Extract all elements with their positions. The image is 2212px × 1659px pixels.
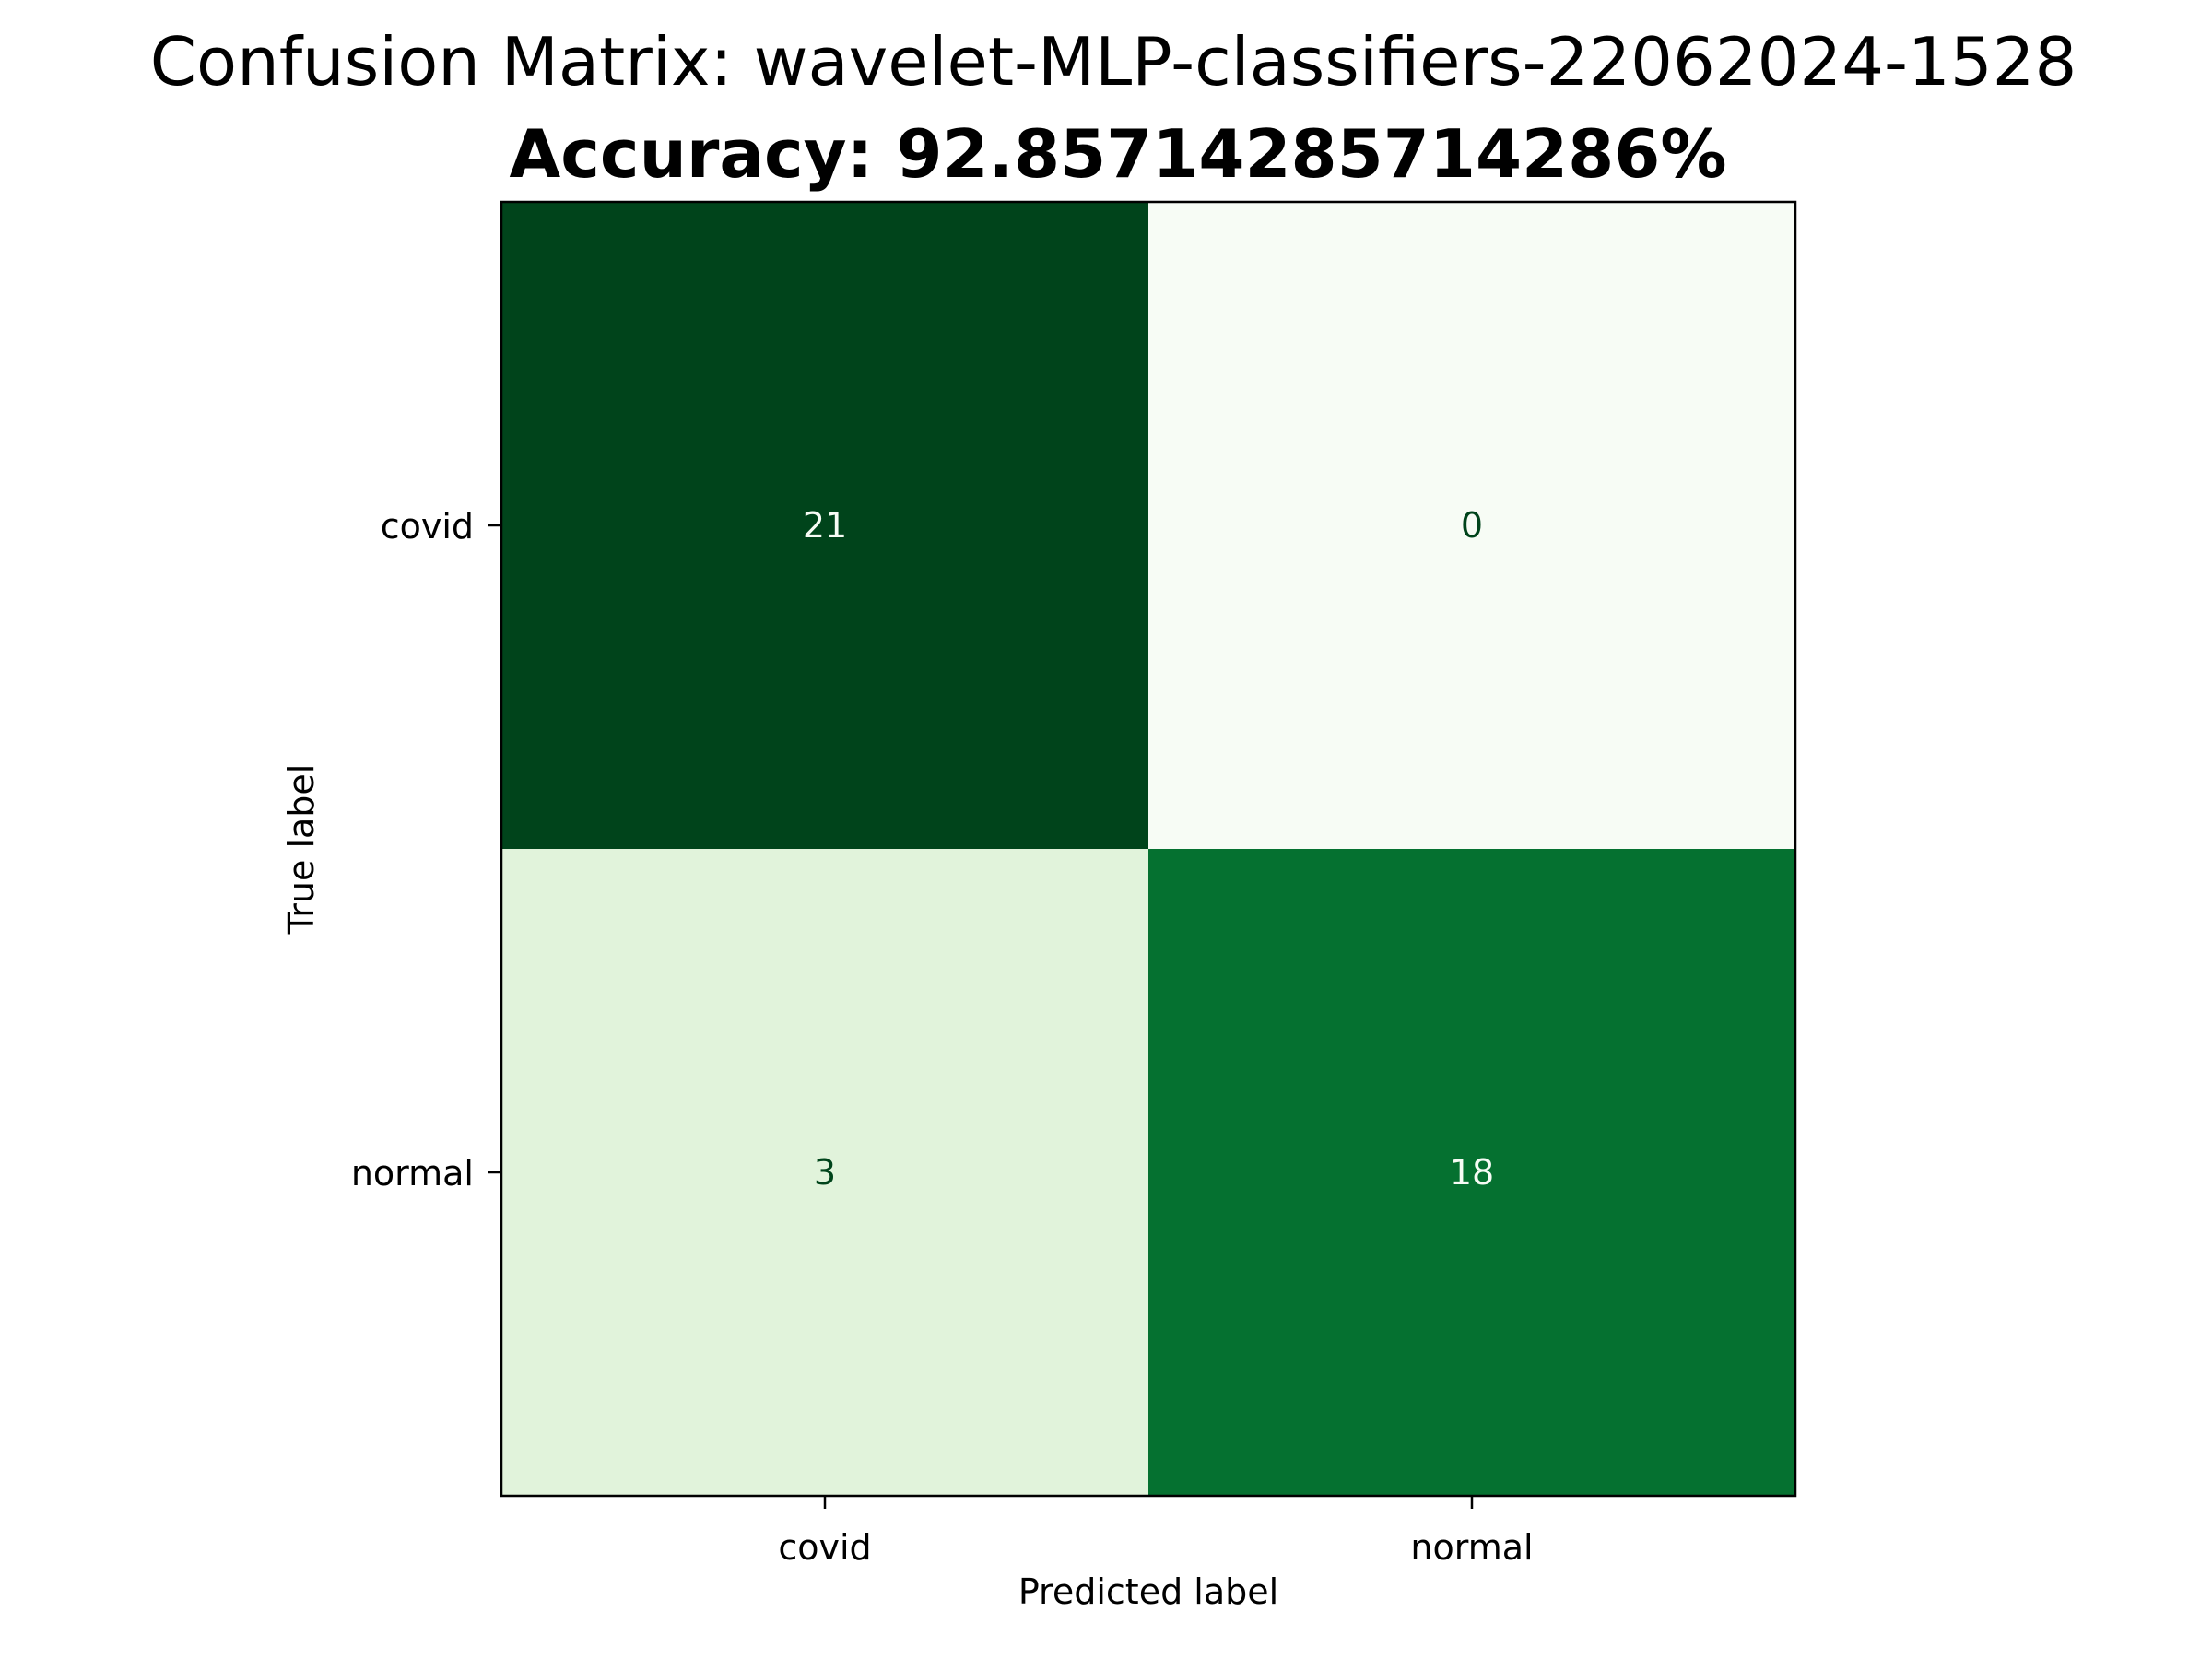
- cell-value-label: 18: [1450, 1152, 1494, 1193]
- cell-value-label: 0: [1461, 505, 1483, 546]
- chart-title: Confusion Matrix: wavelet-MLP-classifier…: [150, 23, 2077, 100]
- chart-subtitle: Accuracy: 92.85714285714286%: [510, 115, 1727, 193]
- x-tick-label: normal: [1410, 1527, 1533, 1568]
- matrix-cells: 21 0 3 18: [501, 202, 1796, 1497]
- x-tick-label: covid: [778, 1527, 871, 1568]
- matrix-cell-covid-normal: [1148, 202, 1796, 850]
- x-axis-label: Predicted label: [1018, 1571, 1278, 1612]
- axis-ticks: covid normal covid normal: [351, 506, 1534, 1568]
- matrix-cell-normal-covid: [501, 849, 1149, 1497]
- plot-frame: [500, 200, 1797, 1498]
- matrix-cell-normal-normal: [1148, 849, 1796, 1497]
- y-tick-label: covid: [381, 506, 474, 547]
- matrix-cell-covid-covid: [501, 202, 1149, 850]
- cell-value-label: 21: [803, 505, 847, 546]
- y-tick-label: normal: [351, 1153, 474, 1194]
- cell-value-label: 3: [814, 1152, 836, 1193]
- y-axis-label: True label: [281, 764, 322, 935]
